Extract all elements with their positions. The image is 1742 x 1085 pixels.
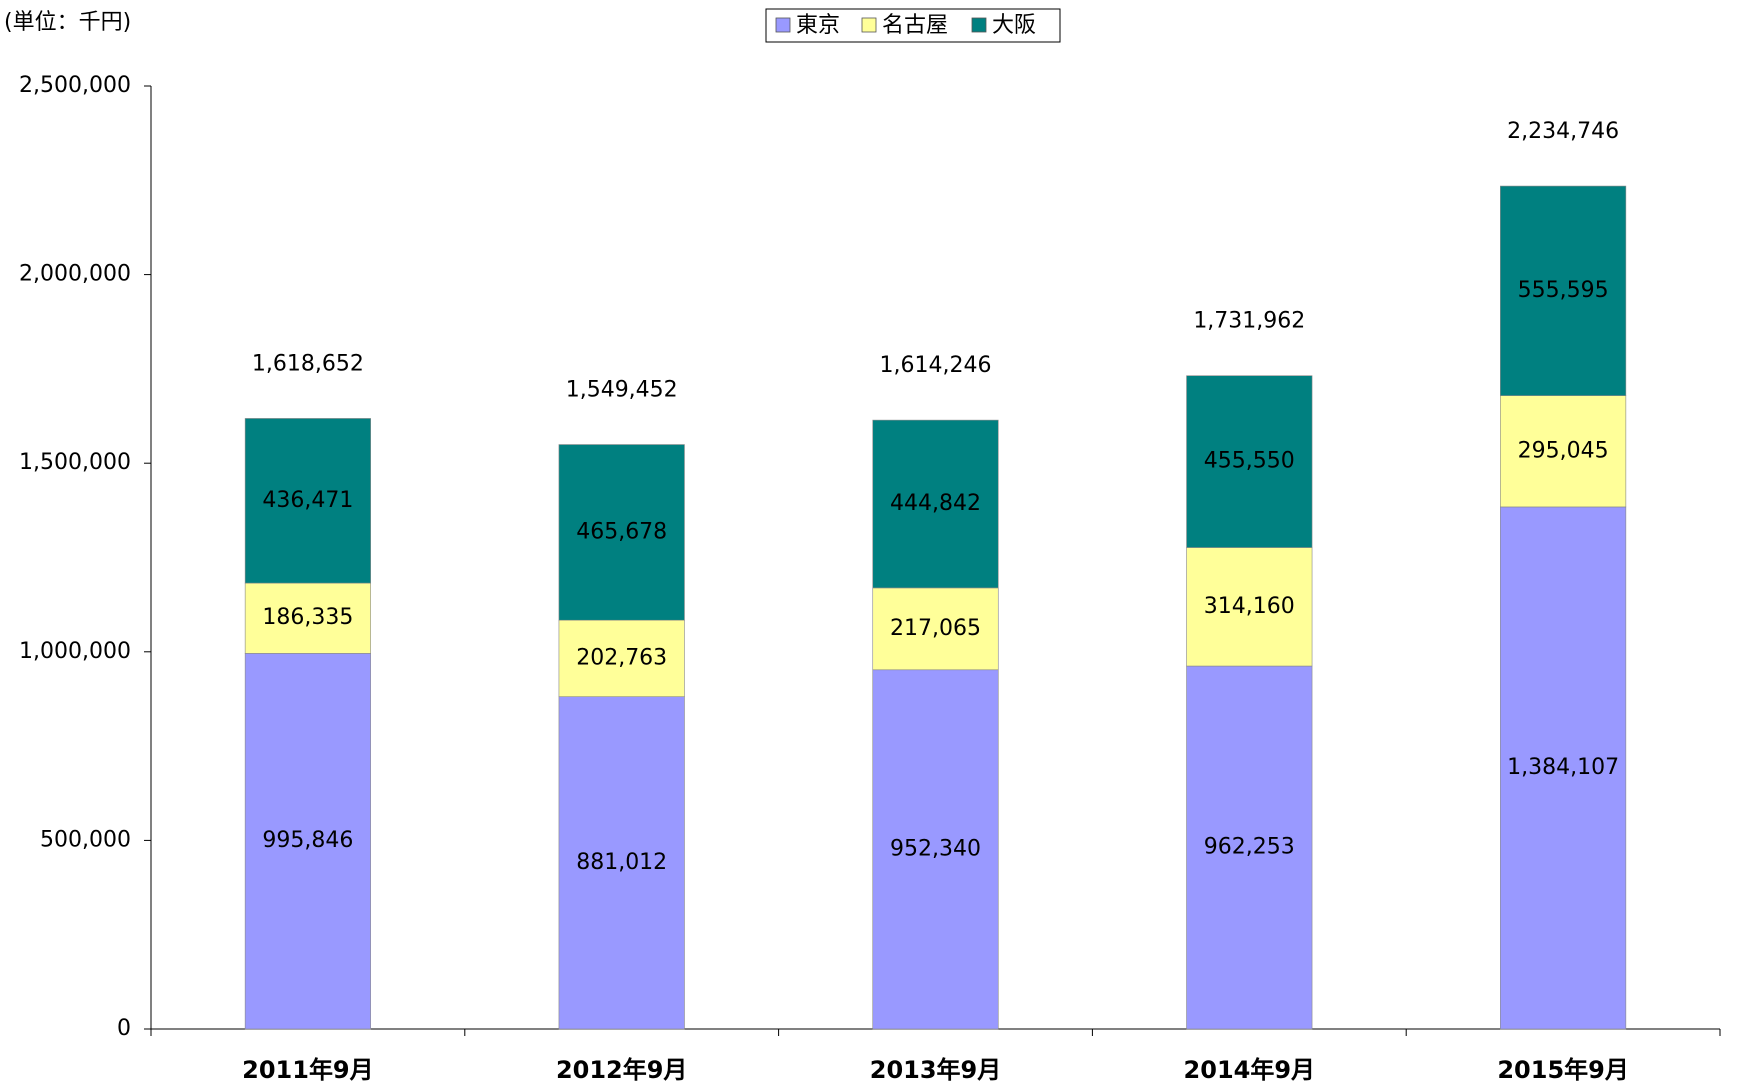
value-label: 995,846 xyxy=(262,828,353,853)
total-label: 2,234,746 xyxy=(1507,119,1619,144)
value-label: 952,340 xyxy=(890,836,981,861)
y-tick-label: 1,000,000 xyxy=(19,639,131,664)
value-label: 465,678 xyxy=(576,519,667,544)
x-tick-label: 2014年9月 xyxy=(1184,1056,1316,1084)
y-tick-label: 1,500,000 xyxy=(19,450,131,475)
value-label: 455,550 xyxy=(1204,449,1295,474)
bar-segment xyxy=(558,444,685,621)
y-tick-label: 0 xyxy=(117,1016,131,1041)
legend-swatch xyxy=(861,17,877,33)
total-label: 1,618,652 xyxy=(252,351,364,376)
value-label: 555,595 xyxy=(1518,278,1609,303)
bar-segment xyxy=(244,418,371,584)
value-label: 881,012 xyxy=(576,850,667,875)
bar-segment xyxy=(1500,506,1627,1030)
bar-segment xyxy=(558,696,685,1030)
legend-swatch xyxy=(775,17,791,33)
y-tick-label: 2,500,000 xyxy=(19,73,131,98)
bar-segment xyxy=(244,653,371,1030)
x-tick-label: 2011年9月 xyxy=(242,1056,374,1084)
y-tick-label: 2,000,000 xyxy=(19,262,131,287)
value-label: 436,471 xyxy=(262,488,353,513)
value-label: 314,160 xyxy=(1204,594,1295,619)
value-label: 217,065 xyxy=(890,616,981,641)
legend-label: 名古屋 xyxy=(882,13,948,38)
x-tick-label: 2013年9月 xyxy=(870,1056,1002,1084)
value-label: 295,045 xyxy=(1518,438,1609,463)
bar-segment xyxy=(1500,185,1627,396)
value-label: 1,384,107 xyxy=(1507,755,1619,780)
value-label: 186,335 xyxy=(262,605,353,630)
bar-segment xyxy=(558,619,685,697)
bar-segment xyxy=(1186,375,1313,548)
bar-segment xyxy=(872,419,999,589)
y-axis-label: (単位：千円) xyxy=(4,10,131,35)
legend-box xyxy=(765,8,1061,43)
value-label: 202,763 xyxy=(576,645,667,670)
legend-swatch xyxy=(971,17,987,33)
bar-segment xyxy=(1186,665,1313,1030)
value-label: 444,842 xyxy=(890,491,981,516)
total-label: 1,731,962 xyxy=(1193,309,1305,334)
x-tick-label: 2012年9月 xyxy=(556,1056,688,1084)
total-label: 1,549,452 xyxy=(566,378,678,403)
x-tick-label: 2015年9月 xyxy=(1497,1056,1629,1084)
bar-segment xyxy=(1500,395,1627,508)
total-label: 1,614,246 xyxy=(880,353,992,378)
bar-segment xyxy=(872,587,999,671)
bar-segment xyxy=(872,669,999,1030)
y-tick-label: 500,000 xyxy=(40,827,131,852)
legend-label: 大阪 xyxy=(992,13,1036,38)
value-label: 962,253 xyxy=(1204,835,1295,860)
legend-label: 東京 xyxy=(796,13,840,38)
bar-segment xyxy=(244,582,371,654)
bar-segment xyxy=(1186,547,1313,667)
